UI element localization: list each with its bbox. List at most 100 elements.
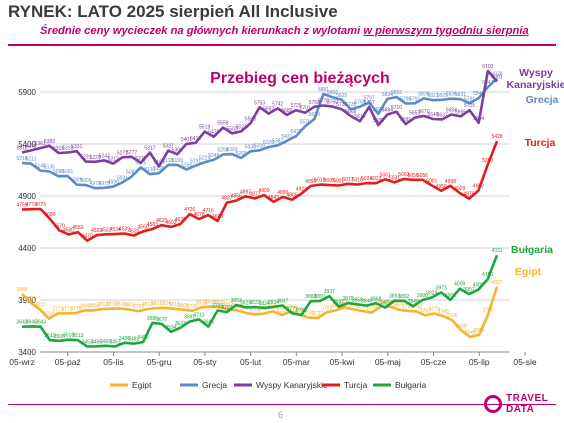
data-label: 5272 [117, 150, 128, 156]
data-label: 4570 [54, 223, 65, 229]
data-label: 3643 [16, 320, 27, 326]
data-label: 3781 [321, 305, 332, 311]
x-tick-label: 05-lis [103, 357, 123, 367]
data-label: 5797 [364, 96, 375, 102]
subtitle-main: Średnie ceny wycieczek na głównych kieru… [40, 25, 361, 37]
data-label: 3644 [203, 320, 214, 326]
data-label: 3829 [240, 300, 251, 306]
data-label: 3973 [436, 285, 447, 291]
subtitle-underlined: w pierwszym tygodniu sierpnia [363, 25, 529, 37]
data-label: 3643 [35, 320, 46, 326]
data-label: 5836 [446, 92, 457, 98]
data-label: 3608 [456, 323, 467, 329]
data-label: 5582 [373, 118, 384, 124]
y-tick-label: 4900 [18, 192, 36, 201]
data-label: 5668 [345, 109, 356, 115]
x-tick-label: 05-lut [240, 357, 262, 367]
data-label: 4560 [138, 224, 149, 230]
data-label: 3760 [294, 308, 305, 314]
data-label: 5521 [236, 124, 247, 130]
data-label: 4856 [231, 194, 242, 200]
series-end-label: Bułgaria [511, 244, 553, 256]
data-label: 5091 [62, 169, 73, 175]
data-label: 3488 [119, 336, 130, 342]
data-label: 5009 [71, 178, 82, 184]
data-label: 5431 [281, 134, 292, 140]
data-label: 4952 [473, 184, 484, 190]
data-label: 3670 [156, 317, 167, 323]
data-label: 4996 [305, 179, 316, 185]
data-label: 5337 [163, 144, 174, 150]
data-label: 4843 [268, 195, 279, 201]
series-line-bułgaria [21, 254, 499, 348]
data-label: 3646 [26, 319, 37, 325]
data-label: 4532 [100, 227, 111, 233]
data-label: 5834 [382, 92, 393, 98]
data-label: 5229 [90, 155, 101, 161]
data-label: 6028 [491, 72, 502, 78]
data-label: 4716 [203, 208, 214, 214]
data-label: 3730 [303, 311, 314, 317]
data-label: 3888 [305, 294, 316, 300]
data-label: 3771 [61, 306, 72, 312]
data-label: 5361 [35, 141, 46, 147]
price-line-chart: 3400 3900 4400 4900 5400 5900 05-wrz 05-paź 05-l… [9, 64, 564, 390]
data-label: 4769 [16, 203, 27, 209]
legend-label: Wyspy Kanaryjskie [256, 380, 328, 390]
data-label: 5637 [437, 112, 448, 118]
data-label: 4950 [436, 184, 447, 190]
data-label: 5821 [427, 93, 438, 99]
data-label: 5318 [16, 146, 27, 152]
data-label: 5760 [327, 100, 338, 106]
data-label: 3770 [258, 307, 269, 313]
data-label: 5735 [345, 102, 356, 108]
data-label: 5211 [26, 157, 37, 163]
data-label: 3706 [447, 313, 458, 319]
data-label: 5558 [217, 121, 228, 127]
data-label: 4530 [63, 227, 74, 233]
data-label: 5031 [389, 175, 400, 181]
data-label: 5265 [236, 151, 247, 157]
series-end-label: Grecja [526, 94, 559, 106]
data-label: 3834 [375, 300, 386, 306]
data-label: 5136 [44, 164, 55, 170]
data-label: 5301 [172, 147, 183, 153]
data-label: 4027 [491, 280, 502, 286]
page-number: 6 [278, 410, 284, 420]
data-label: 5017 [342, 177, 353, 183]
data-label: 5090 [53, 169, 64, 175]
data-label: 3813 [142, 302, 153, 308]
data-label: 5725 [464, 103, 475, 109]
data-label: 5277 [126, 150, 137, 156]
data-label: 3545 [465, 330, 476, 336]
data-label: 5684 [446, 107, 457, 113]
y-tick-label: 4400 [18, 244, 36, 253]
page-title: RYNEK: LATO 2025 sierpień All Inclusive [8, 2, 338, 21]
data-label: 5947 [482, 80, 493, 86]
data-label: 3760 [482, 308, 493, 314]
data-label: 5242 [99, 153, 110, 159]
data-label: 4998 [445, 179, 456, 185]
data-label: 5412 [190, 136, 201, 142]
data-label: 5570 [300, 119, 311, 125]
data-label: 4539 [119, 227, 130, 233]
data-label: 5005 [324, 178, 335, 184]
series-line-wyspy-kanaryjskie [21, 69, 498, 168]
data-label: 5701 [300, 106, 311, 112]
data-label: 3837 [333, 300, 344, 306]
data-label: 4909 [259, 188, 270, 194]
data-label: 3800 [88, 303, 99, 309]
data-label: 5760 [354, 100, 365, 106]
x-tick-label: 05-maj [375, 357, 401, 367]
data-label: 5001 [426, 178, 437, 184]
data-label: 5191 [190, 159, 201, 165]
data-label: 5838 [418, 91, 429, 97]
data-label: 3900 [417, 293, 428, 299]
data-label: 5881 [318, 87, 329, 93]
x-tick-label: 05-paź [55, 357, 81, 367]
data-label: 5338 [26, 143, 37, 149]
data-label: 5339 [254, 143, 265, 149]
y-tick-label: 5400 [18, 140, 36, 149]
data-label: 3720 [43, 312, 54, 318]
legend-label: Turcja [344, 380, 368, 390]
